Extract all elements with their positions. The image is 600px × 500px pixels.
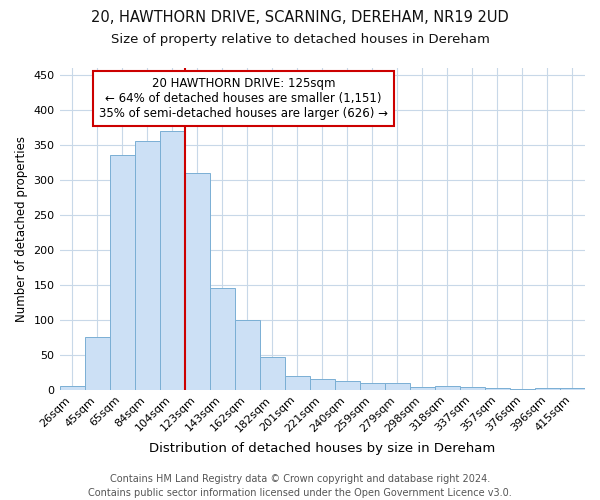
Bar [110, 155, 134, 390]
Bar [185, 172, 209, 390]
Bar [535, 388, 560, 390]
Bar [560, 388, 585, 390]
Bar [134, 141, 160, 390]
Bar [235, 320, 260, 390]
Bar [435, 386, 460, 390]
Y-axis label: Number of detached properties: Number of detached properties [15, 136, 28, 322]
Text: Contains HM Land Registry data © Crown copyright and database right 2024.
Contai: Contains HM Land Registry data © Crown c… [88, 474, 512, 498]
Bar [310, 380, 335, 390]
Text: 20 HAWTHORN DRIVE: 125sqm
← 64% of detached houses are smaller (1,151)
35% of se: 20 HAWTHORN DRIVE: 125sqm ← 64% of detac… [99, 77, 388, 120]
X-axis label: Distribution of detached houses by size in Dereham: Distribution of detached houses by size … [149, 442, 496, 455]
Text: Size of property relative to detached houses in Dereham: Size of property relative to detached ho… [110, 32, 490, 46]
Bar [510, 389, 535, 390]
Bar [385, 383, 410, 390]
Bar [360, 383, 385, 390]
Bar [285, 376, 310, 390]
Bar [209, 288, 235, 390]
Bar [410, 387, 435, 390]
Text: 20, HAWTHORN DRIVE, SCARNING, DEREHAM, NR19 2UD: 20, HAWTHORN DRIVE, SCARNING, DEREHAM, N… [91, 10, 509, 25]
Bar [335, 380, 360, 390]
Bar [260, 357, 285, 390]
Bar [460, 387, 485, 390]
Bar [85, 336, 110, 390]
Bar [59, 386, 85, 390]
Bar [160, 130, 185, 390]
Bar [485, 388, 510, 390]
